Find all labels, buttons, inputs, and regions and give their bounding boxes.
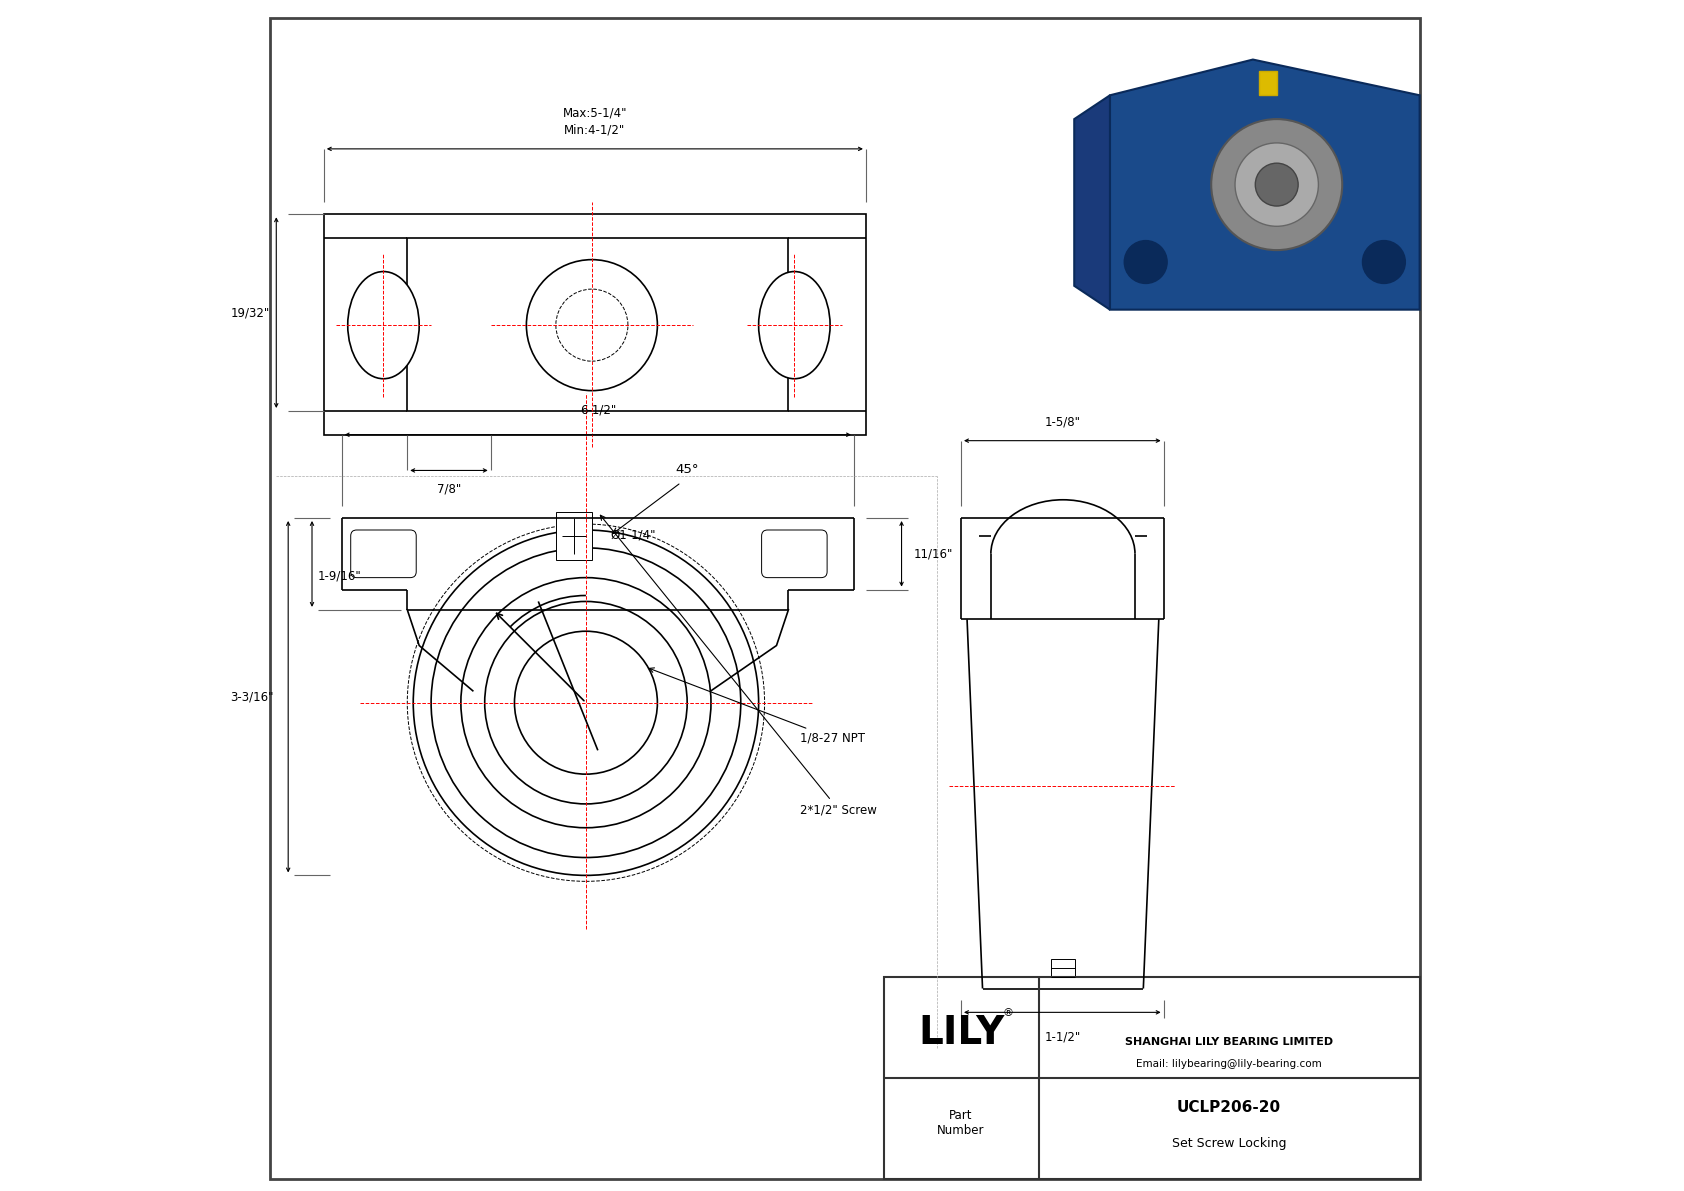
FancyBboxPatch shape <box>761 530 827 578</box>
Text: Set Screw Locking: Set Screw Locking <box>1172 1137 1287 1149</box>
Text: 2*1/2" Screw: 2*1/2" Screw <box>601 516 877 816</box>
Circle shape <box>1125 241 1167 283</box>
Ellipse shape <box>347 272 419 379</box>
Text: 19/32": 19/32" <box>231 306 271 319</box>
Text: Email: lilybearing@lily-bearing.com: Email: lilybearing@lily-bearing.com <box>1137 1059 1322 1068</box>
Text: 1-9/16": 1-9/16" <box>318 569 362 582</box>
Bar <box>408 238 788 411</box>
Text: SHANGHAI LILY BEARING LIMITED: SHANGHAI LILY BEARING LIMITED <box>1125 1037 1334 1047</box>
Circle shape <box>1255 163 1298 206</box>
Ellipse shape <box>758 272 830 379</box>
Text: UCLP206-20: UCLP206-20 <box>1177 1100 1282 1115</box>
Polygon shape <box>1110 60 1420 310</box>
Bar <box>1260 71 1276 95</box>
Text: Max:5-1/4": Max:5-1/4" <box>562 106 626 119</box>
FancyBboxPatch shape <box>350 530 416 578</box>
Text: 1-5/8": 1-5/8" <box>1044 416 1081 429</box>
Text: 1/8-27 NPT: 1/8-27 NPT <box>650 668 866 744</box>
Text: 1-1/2": 1-1/2" <box>1044 1030 1081 1043</box>
Text: Min:4-1/2": Min:4-1/2" <box>564 124 625 137</box>
Text: 11/16": 11/16" <box>913 548 953 560</box>
Text: 7/8": 7/8" <box>436 482 461 495</box>
Circle shape <box>1234 143 1319 226</box>
Bar <box>1051 959 1074 989</box>
Circle shape <box>1362 241 1406 283</box>
Circle shape <box>1211 119 1342 250</box>
Text: Ø1-1/4": Ø1-1/4" <box>611 529 657 542</box>
Text: Part
Number: Part Number <box>938 1109 985 1136</box>
Text: ®: ® <box>1002 1008 1014 1018</box>
Text: 6-1/2": 6-1/2" <box>579 404 616 417</box>
Text: 45°: 45° <box>675 463 699 476</box>
Text: LILY: LILY <box>918 1015 1004 1052</box>
Bar <box>884 977 1420 1179</box>
Bar <box>323 214 866 435</box>
Polygon shape <box>1074 95 1110 310</box>
Text: 3-3/16": 3-3/16" <box>231 691 274 703</box>
Bar <box>556 512 591 560</box>
